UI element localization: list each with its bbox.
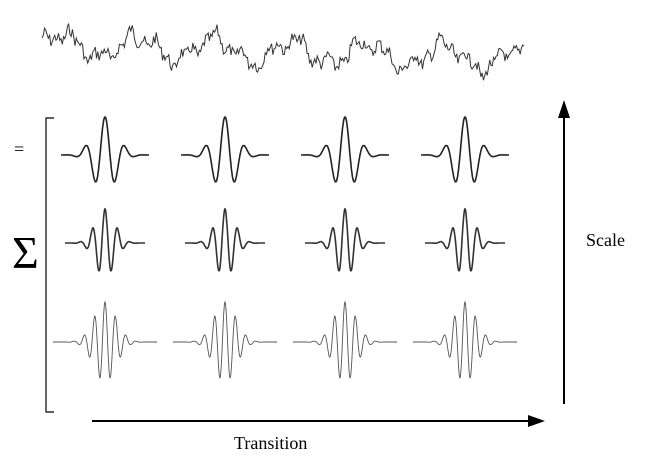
wavelet-r1-c3	[301, 116, 389, 183]
wavelet-r3-c4	[413, 300, 517, 379]
wavelet-r3-c1	[53, 300, 157, 379]
transition-arrow-head	[528, 415, 545, 427]
wavelet-r2-c3	[305, 207, 385, 272]
wavelet-r2-c1	[65, 207, 145, 272]
transition-label: Transition	[234, 433, 307, 453]
wavelet-r1-c2	[181, 116, 269, 183]
wavelet-r3-c2	[173, 300, 277, 379]
left-bracket	[45, 117, 54, 413]
summation-symbol: Σ	[12, 227, 39, 278]
scale-label: Scale	[586, 230, 625, 250]
transition-axis	[92, 415, 545, 427]
wavelet-r1-c4	[421, 116, 509, 183]
scale-arrow-head	[558, 100, 570, 118]
signal-trace	[41, 23, 525, 81]
wavelet-r2-c2	[185, 207, 265, 272]
scale-axis	[558, 100, 570, 404]
wavelet-grid	[53, 116, 517, 379]
wavelet-r2-c4	[425, 207, 505, 272]
wavelet-r3-c3	[293, 300, 397, 379]
original-signal	[41, 23, 525, 81]
equals-sign: =	[14, 139, 24, 159]
wavelet-r1-c1	[61, 116, 149, 183]
